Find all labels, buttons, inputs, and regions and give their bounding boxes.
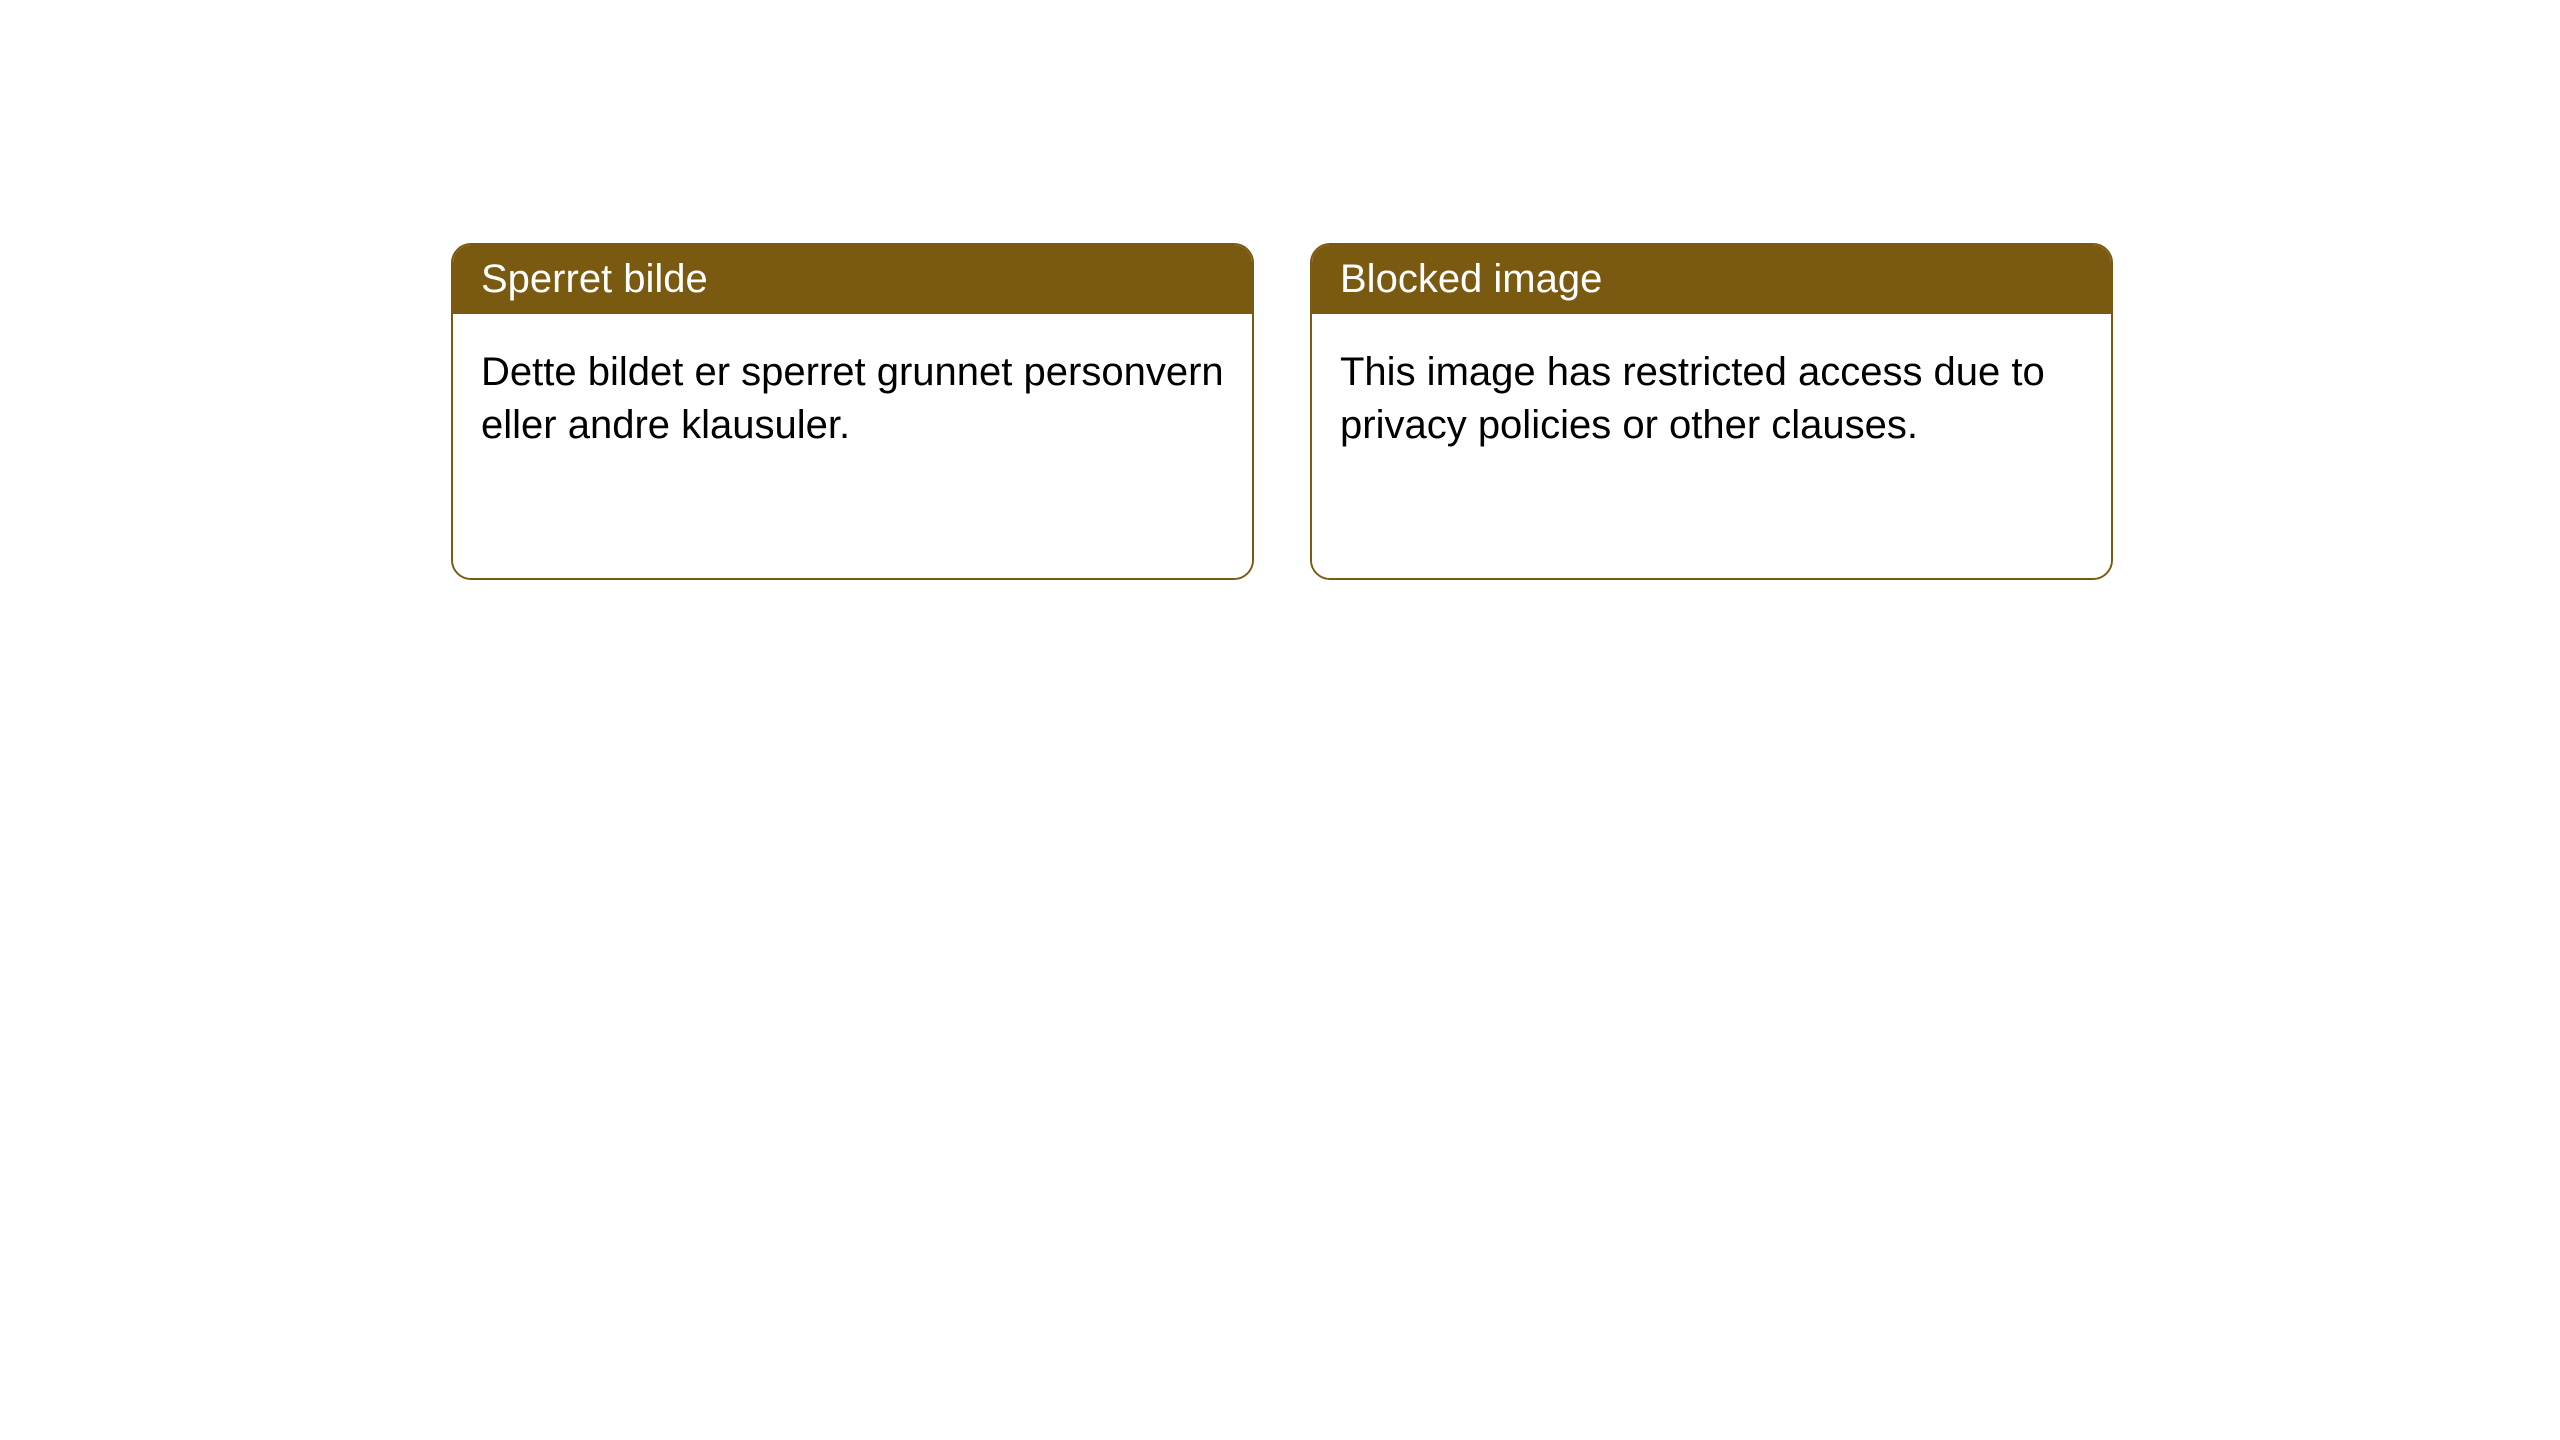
notice-card-english: Blocked image This image has restricted …	[1310, 243, 2113, 580]
notice-card-title: Sperret bilde	[481, 257, 708, 301]
notice-card-header: Sperret bilde	[453, 245, 1252, 314]
notice-card-body: Dette bildet er sperret grunnet personve…	[453, 314, 1252, 578]
notice-card-title: Blocked image	[1340, 257, 1602, 301]
notice-cards-container: Sperret bilde Dette bildet er sperret gr…	[451, 243, 2113, 580]
notice-card-norwegian: Sperret bilde Dette bildet er sperret gr…	[451, 243, 1254, 580]
notice-card-body: This image has restricted access due to …	[1312, 314, 2111, 578]
notice-card-header: Blocked image	[1312, 245, 2111, 314]
notice-card-message: Dette bildet er sperret grunnet personve…	[481, 350, 1224, 447]
notice-card-message: This image has restricted access due to …	[1340, 350, 2045, 447]
